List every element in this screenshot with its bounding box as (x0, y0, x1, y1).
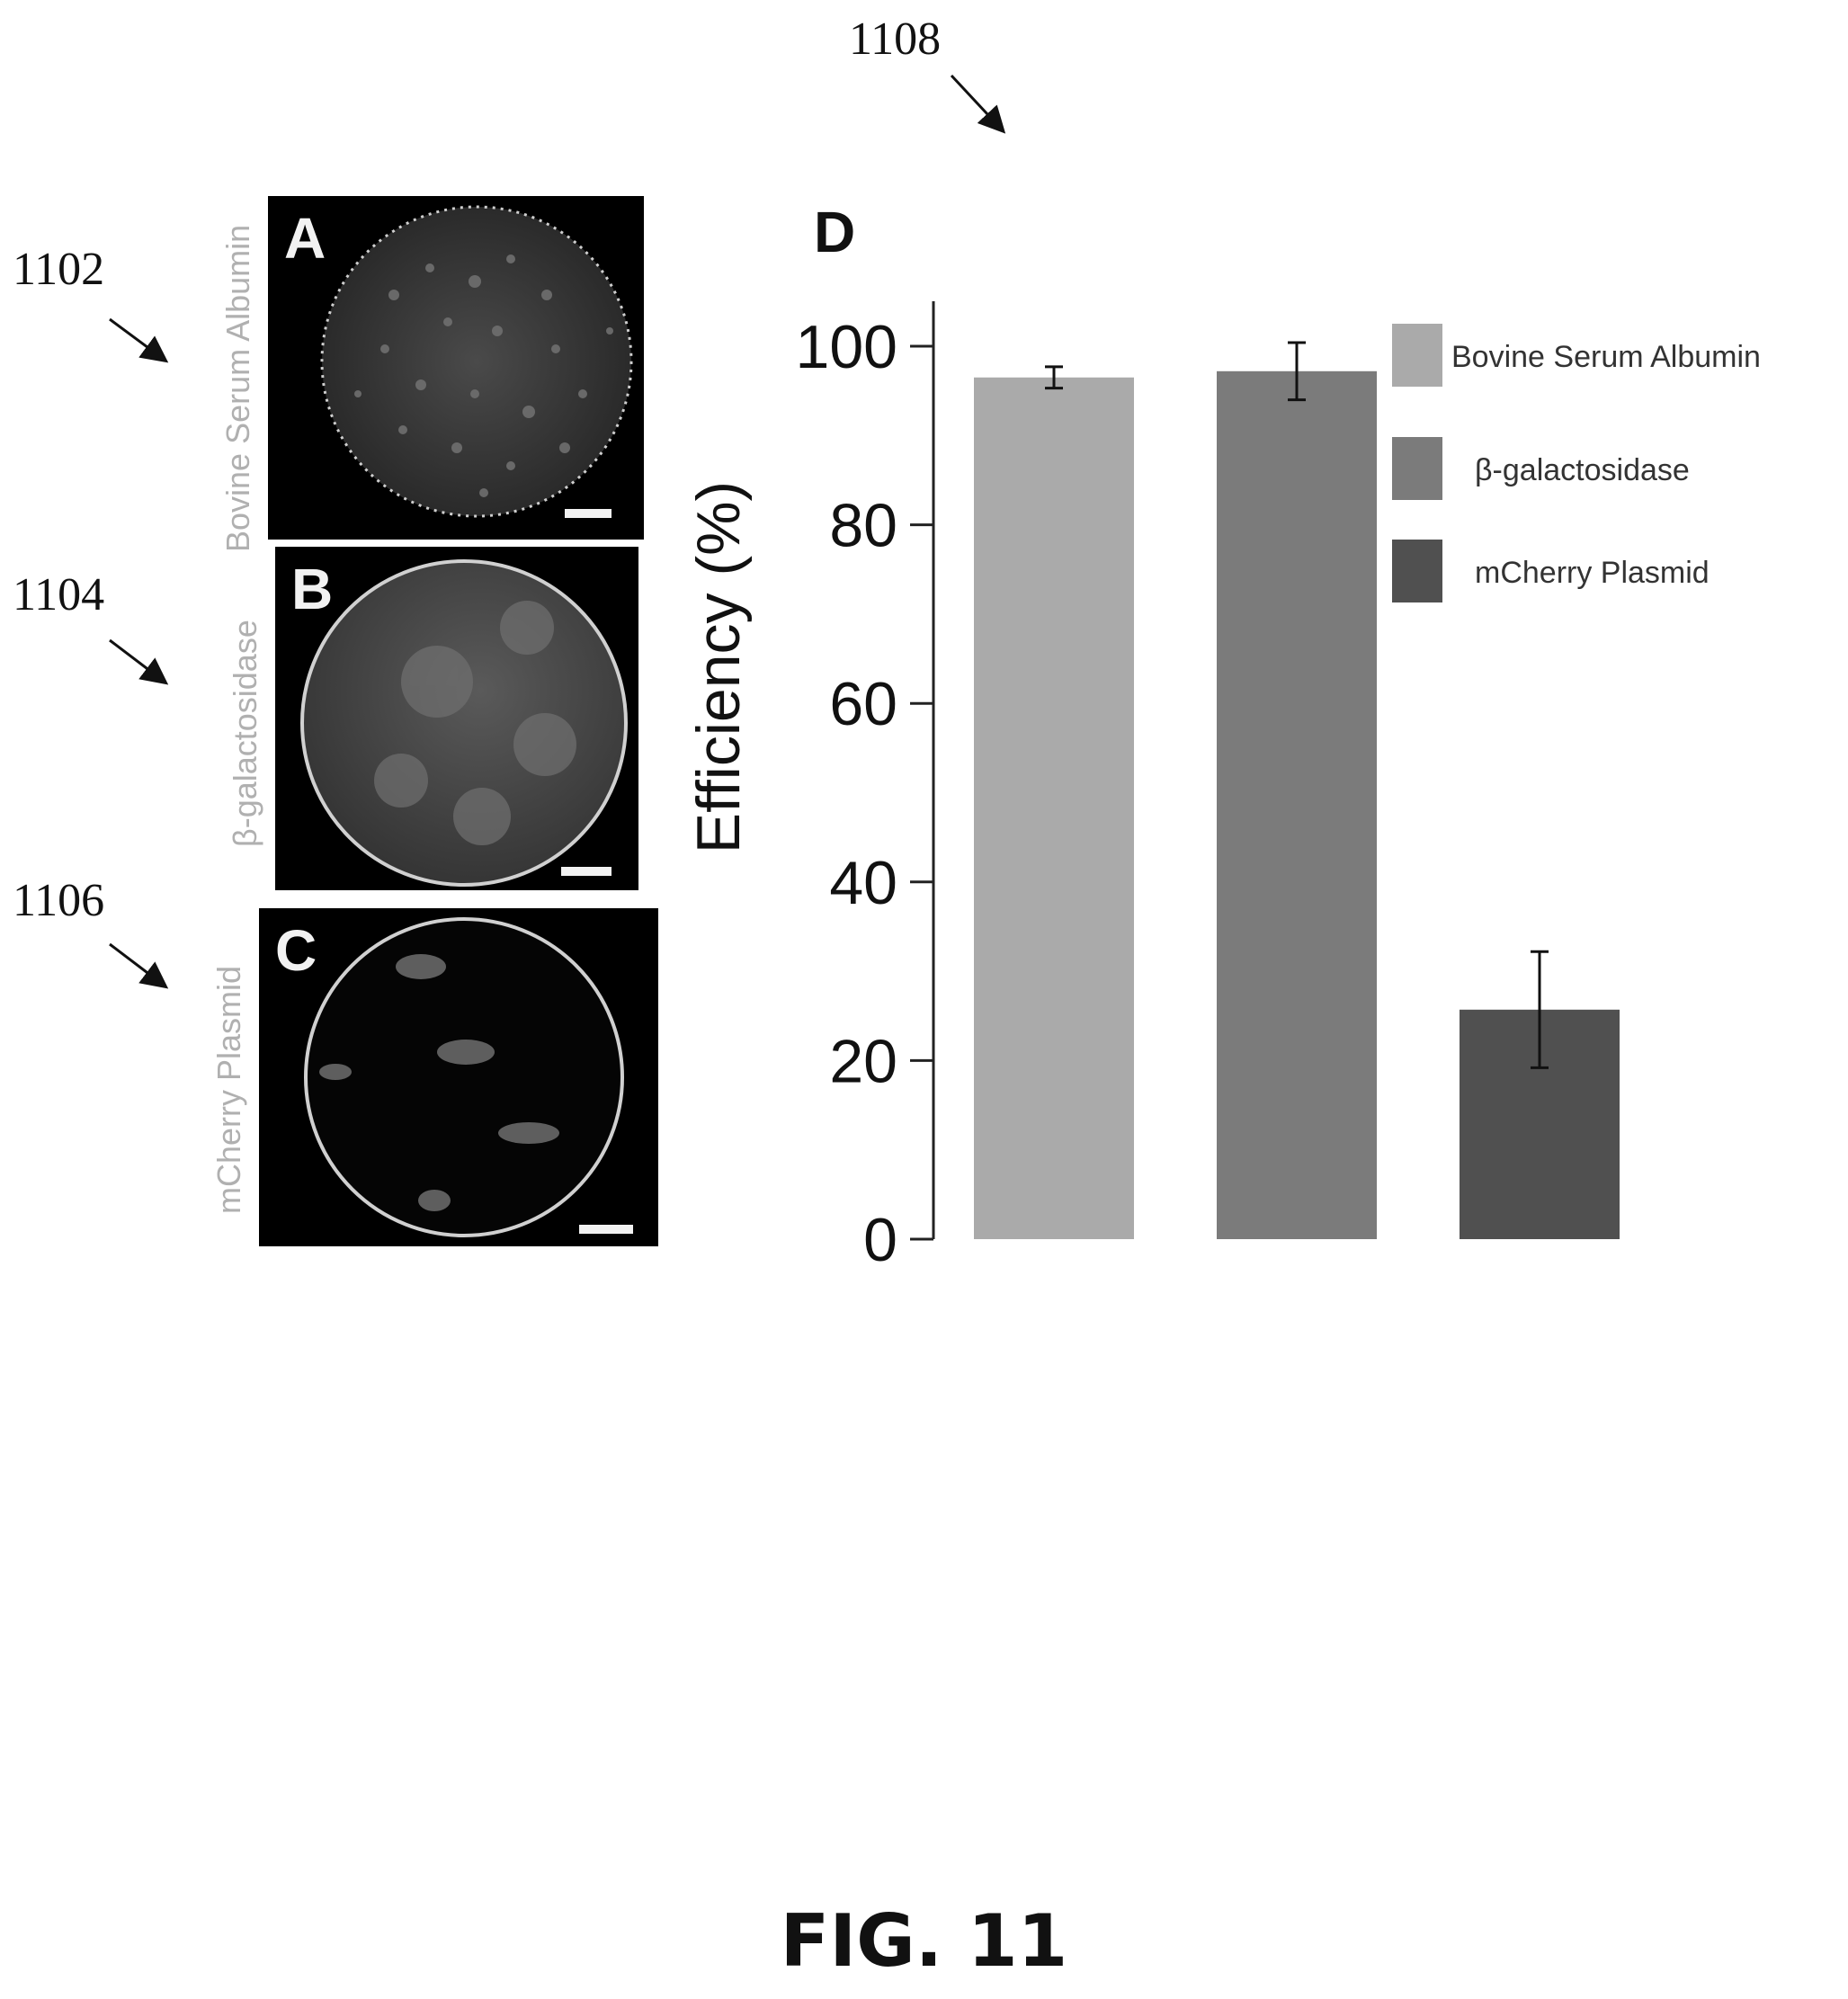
panel-letter-a: A (284, 206, 326, 271)
bar-1 (974, 377, 1134, 1239)
ref-numeral-panel-a: 1102 (13, 244, 105, 295)
micrograph-panel-c: C (259, 908, 658, 1246)
panel-letter-b: B (291, 557, 334, 621)
y-axis-title: Efficiency (%) (684, 481, 753, 853)
y-tick-label: 40 (829, 849, 897, 917)
scale-bar (561, 867, 612, 876)
y-tick-label: 100 (796, 313, 897, 381)
micrograph-panel-b: B (275, 547, 638, 890)
y-tick-label: 20 (829, 1027, 897, 1095)
legend-swatch-3 (1392, 540, 1442, 602)
chart-panel-letter: D (814, 200, 855, 264)
legend-label-1: Bovine Serum Albumin (1451, 340, 1761, 374)
ref-numeral-panel-b: 1104 (13, 569, 105, 620)
micrograph-b-image (300, 559, 628, 887)
scale-bar (565, 509, 612, 518)
micrograph-panel-a: A (268, 196, 644, 540)
legend-label-3: mCherry Plasmid (1475, 556, 1710, 590)
scale-bar (579, 1225, 633, 1234)
legend-swatch-1 (1392, 324, 1442, 387)
ref-numeral-chart: 1108 (849, 13, 942, 65)
ref-numeral-panel-c: 1106 (13, 875, 105, 926)
panel-letter-c: C (275, 918, 317, 983)
y-tick-label: 0 (863, 1206, 897, 1274)
y-tick-label: 80 (829, 492, 897, 560)
figure-caption: FIG. 11 (780, 1899, 1068, 1983)
y-tick-label: 60 (829, 670, 897, 738)
legend-swatch-2 (1392, 437, 1442, 500)
bar-2 (1217, 370, 1377, 1240)
micrograph-a-image (320, 205, 633, 518)
legend-label-2: β-galactosidase (1475, 453, 1690, 487)
micrograph-c-image (304, 917, 624, 1237)
